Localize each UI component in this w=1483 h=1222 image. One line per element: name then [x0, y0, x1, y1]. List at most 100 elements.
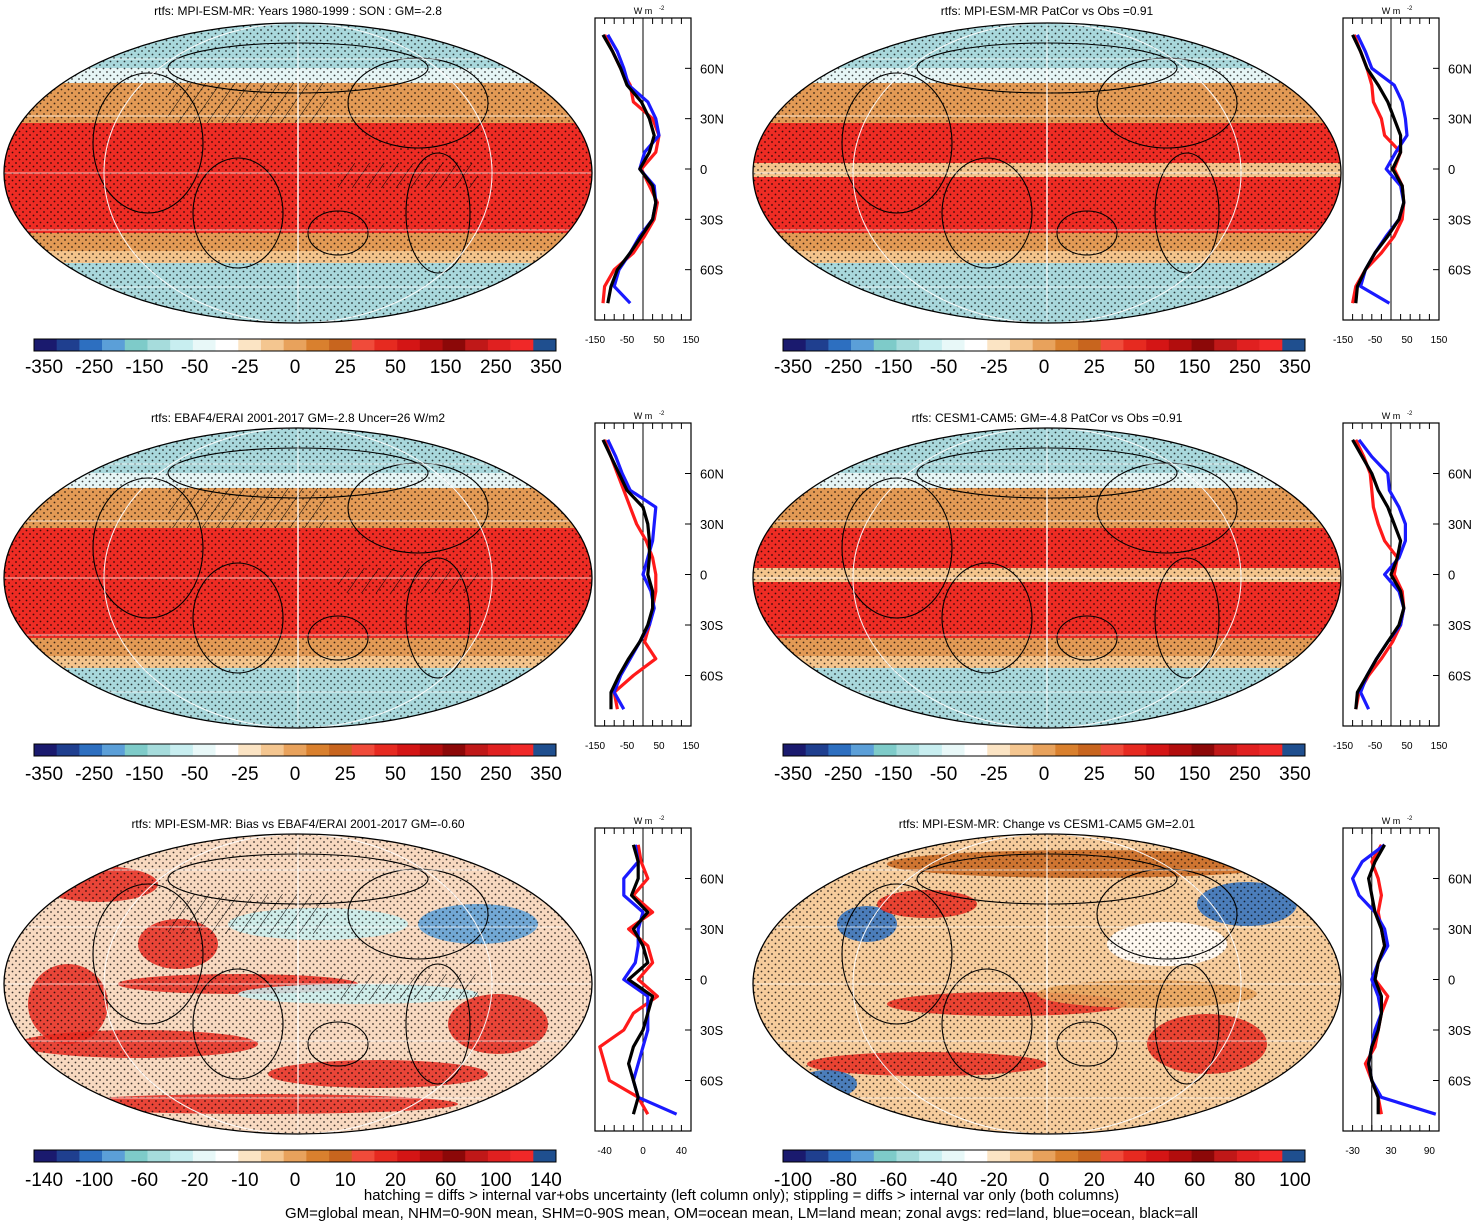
colorbar-swatch — [419, 744, 443, 756]
colorbar-swatch — [124, 339, 148, 351]
zonal-x-tick-label: -30 — [1345, 1146, 1360, 1157]
colorbar-swatch — [56, 339, 80, 351]
colorbar-swatch — [215, 1150, 239, 1162]
colorbar-label: -250 — [75, 357, 113, 378]
colorbar-swatch — [147, 744, 171, 756]
zonal-x-tick-label: -50 — [1368, 335, 1383, 346]
colorbar-swatch — [1100, 744, 1124, 756]
colorbar-swatch — [1259, 744, 1283, 756]
colorbar-label: 350 — [1279, 357, 1311, 378]
map-longitude-gridline — [852, 428, 1242, 728]
zonal-lat-label: 30N — [1448, 517, 1472, 532]
zonal-lat-label: 60S — [700, 669, 723, 684]
colorbar-swatch — [351, 1150, 375, 1162]
colorbar-swatch — [397, 744, 421, 756]
colorbar-swatch — [1100, 339, 1124, 351]
zonal-series-all — [1351, 34, 1406, 304]
colorbar-swatch — [919, 1150, 943, 1162]
colorbar-swatch — [260, 1150, 284, 1162]
colorbar-swatch — [783, 744, 806, 756]
map-longitude-gridline — [297, 428, 299, 728]
colorbar-swatch — [873, 1150, 897, 1162]
colorbar-frame — [782, 338, 1306, 352]
colorbar: -140 -100 -60 -20 -10 0 10 20 60 100 140 — [25, 1149, 562, 1191]
zonal-lat-label: 60S — [700, 263, 723, 278]
colorbar-label: 50 — [385, 357, 406, 378]
zonal-x-tick-label: 150 — [683, 335, 700, 346]
map-hatching — [338, 568, 478, 593]
colorbar-swatch — [1191, 744, 1215, 756]
zonal-mean-plot: -150 -50 50 150 W m -2 60N 30N 0 30S 60S — [585, 411, 724, 752]
colorbar-label: 150 — [1179, 357, 1211, 378]
colorbar-label: 20 — [385, 1170, 406, 1191]
colorbar-swatch — [79, 339, 103, 351]
colorbar-swatch — [783, 1150, 806, 1162]
colorbar-label: 50 — [385, 764, 406, 785]
panel-title: rtfs: EBAF4/ERAI 2001-2017 GM=-2.8 Uncer… — [151, 411, 445, 425]
colorbar-label: -60 — [880, 1170, 907, 1191]
colorbar-label: -25 — [231, 764, 258, 785]
zonal-x-tick-label: 50 — [653, 741, 665, 752]
colorbar-label: 150 — [430, 357, 462, 378]
zonal-series-all — [601, 439, 655, 710]
colorbar-label: 350 — [1279, 764, 1311, 785]
zonal-units: W m — [1382, 6, 1401, 16]
colorbar-label: 0 — [1039, 1170, 1050, 1191]
colorbar-label: -250 — [824, 357, 862, 378]
zonal-series-all — [601, 34, 658, 304]
colorbar-swatch — [1259, 339, 1283, 351]
zonal-units-exponent: -2 — [1407, 411, 1413, 417]
colorbar-frame — [782, 743, 1306, 757]
colorbar-swatch — [465, 339, 489, 351]
colorbar-swatch — [102, 1150, 126, 1162]
colorbar-swatch — [1078, 1150, 1102, 1162]
colorbar-swatch — [896, 1150, 920, 1162]
colorbar-label: -140 — [25, 1170, 63, 1191]
colorbar-label: -100 — [774, 1170, 812, 1191]
panel-p3: rtfs: EBAF4/ERAI 2001-2017 GM=-2.8 Uncer… — [3, 411, 724, 785]
map — [4, 23, 592, 323]
colorbar-swatch — [192, 339, 216, 351]
colorbar-swatch — [851, 744, 875, 756]
colorbar-swatch — [828, 339, 852, 351]
colorbar-swatch — [919, 339, 943, 351]
colorbar-swatch — [510, 744, 534, 756]
colorbar-swatch — [283, 1150, 307, 1162]
zonal-lat-label: 30S — [1448, 1023, 1471, 1038]
colorbar-frame — [33, 338, 557, 352]
colorbar-swatch — [896, 744, 920, 756]
panel-title: rtfs: MPI-ESM-MR PatCor vs Obs =0.91 — [941, 4, 1154, 18]
colorbar-swatch — [1055, 1150, 1079, 1162]
colorbar-swatch — [1123, 1150, 1147, 1162]
colorbar-swatch — [783, 339, 806, 351]
zonal-x-tick-label: 0 — [640, 1146, 646, 1157]
colorbar-swatch — [964, 339, 988, 351]
zonal-lat-label: 0 — [1448, 162, 1455, 177]
zonal-lat-label: 60S — [1448, 1074, 1471, 1089]
panel-p1: rtfs: MPI-ESM-MR: Years 1980-1999 : SON … — [3, 4, 724, 378]
colorbar-label: -350 — [25, 357, 63, 378]
colorbar-swatch — [397, 1150, 421, 1162]
colorbar-swatch — [260, 744, 284, 756]
colorbar: -350 -250 -150 -50 -25 0 25 50 150 250 350 — [25, 338, 562, 378]
zonal-lat-label: 30N — [700, 517, 724, 532]
colorbar-swatch — [329, 744, 353, 756]
colorbar-swatch — [1032, 339, 1056, 351]
colorbar-swatch — [1191, 339, 1215, 351]
colorbar-label: 150 — [430, 764, 462, 785]
colorbar-label: -50 — [930, 764, 957, 785]
zonal-lat-label: 60S — [1448, 263, 1471, 278]
colorbar-swatch — [170, 1150, 194, 1162]
colorbar-label: -150 — [125, 764, 163, 785]
colorbar-swatch — [987, 1150, 1011, 1162]
colorbar-swatch — [147, 339, 171, 351]
colorbar-swatch — [1146, 339, 1170, 351]
zonal-x-tick-label: -50 — [620, 741, 635, 752]
colorbar-label: -350 — [774, 357, 812, 378]
colorbar-swatch — [238, 339, 262, 351]
colorbar-swatch — [533, 744, 557, 756]
colorbar-swatch — [828, 744, 852, 756]
colorbar-swatch — [1282, 744, 1306, 756]
zonal-lat-label: 30N — [1448, 112, 1472, 127]
colorbar-swatch — [56, 744, 80, 756]
